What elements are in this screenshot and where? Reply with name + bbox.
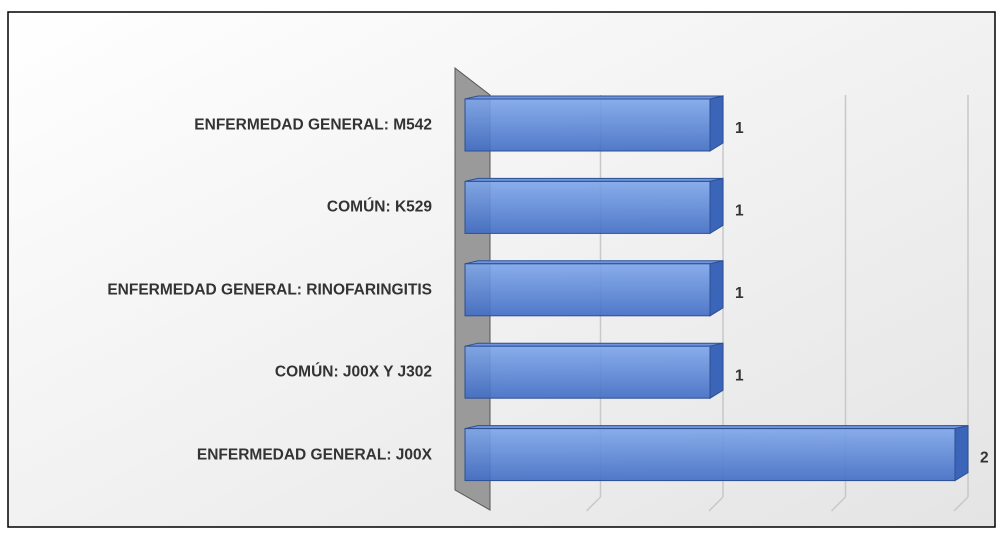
- bar: [464, 263, 711, 317]
- grid-line-floor: [708, 496, 724, 512]
- bar: [464, 180, 711, 234]
- bar-side: [709, 342, 724, 400]
- data-label: 1: [735, 202, 744, 219]
- bar-side: [709, 95, 724, 152]
- grid-line-floor: [585, 496, 602, 512]
- data-label: 1: [735, 285, 744, 302]
- category-label: COMÚN: J00X Y J302: [274, 363, 432, 381]
- bar: [464, 98, 711, 152]
- category-label: COMÚN: K529: [326, 198, 432, 216]
- bar: [464, 428, 956, 482]
- bar: [464, 345, 711, 399]
- data-label: 1: [735, 120, 744, 137]
- category-label: ENFERMEDAD GENERAL: RINOFARINGITIS: [107, 281, 432, 299]
- grid-line-floor: [953, 496, 969, 512]
- data-label: 1: [735, 367, 744, 384]
- data-label: 2: [980, 450, 989, 467]
- bar-side: [954, 424, 969, 482]
- grid-line-floor: [830, 496, 847, 512]
- category-label: ENFERMEDAD GENERAL: J00X: [196, 446, 432, 464]
- bar-side: [709, 260, 724, 317]
- category-label: ENFERMEDAD GENERAL: M542: [194, 116, 432, 134]
- bar-side: [709, 177, 724, 235]
